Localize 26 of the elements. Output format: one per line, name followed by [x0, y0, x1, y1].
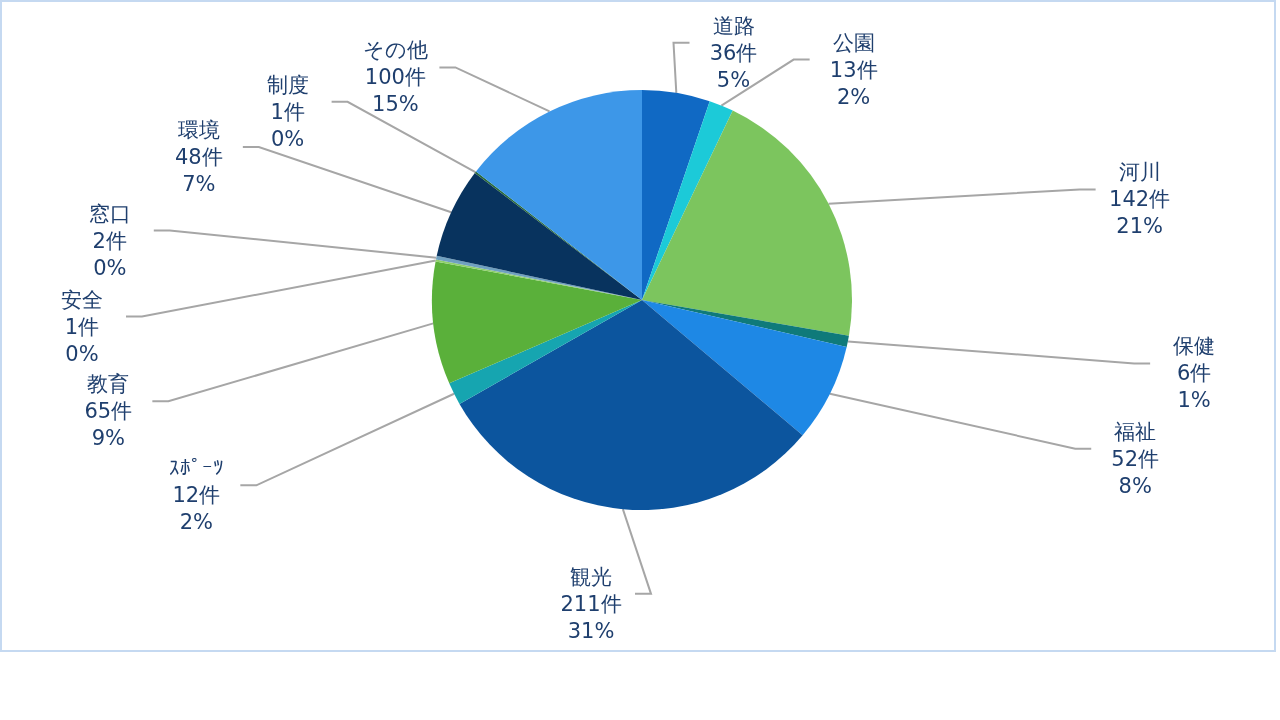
- slice-label: ｽﾎﾟｰﾂ: [168, 456, 224, 481]
- slice-label: 福祉: [1114, 419, 1157, 444]
- slice-label: 制度: [266, 72, 309, 97]
- data-label: 1件 0%: [64, 314, 100, 366]
- slice-label: 河川: [1118, 160, 1161, 185]
- data-label: 65件 9%: [84, 399, 133, 451]
- slice-label: 公園: [832, 30, 875, 55]
- data-label: 52件 8%: [1111, 446, 1160, 498]
- data-label: 1件 0%: [270, 99, 305, 151]
- slice-label: 道路: [712, 13, 755, 38]
- data-label: 142件 21%: [1109, 187, 1171, 239]
- slice-label: その他: [362, 38, 428, 63]
- data-label: 211件 31%: [560, 591, 622, 643]
- slice-label: 環境: [177, 118, 220, 143]
- data-label: 12件 2%: [172, 483, 221, 535]
- slice-label: 保健: [1173, 334, 1216, 359]
- data-label: 2件 0%: [92, 228, 127, 280]
- slice-label: 教育: [87, 372, 130, 397]
- data-label: 100件 15%: [364, 65, 426, 117]
- slice-label: 窓口: [88, 201, 131, 226]
- data-label: 13件 2%: [829, 57, 878, 109]
- slice-label: 観光: [570, 564, 612, 589]
- data-label: 36件 5%: [709, 40, 758, 92]
- slice-label: 安全: [61, 287, 103, 312]
- data-label: 48件 7%: [174, 145, 223, 197]
- data-label: 6件 1%: [1176, 361, 1212, 413]
